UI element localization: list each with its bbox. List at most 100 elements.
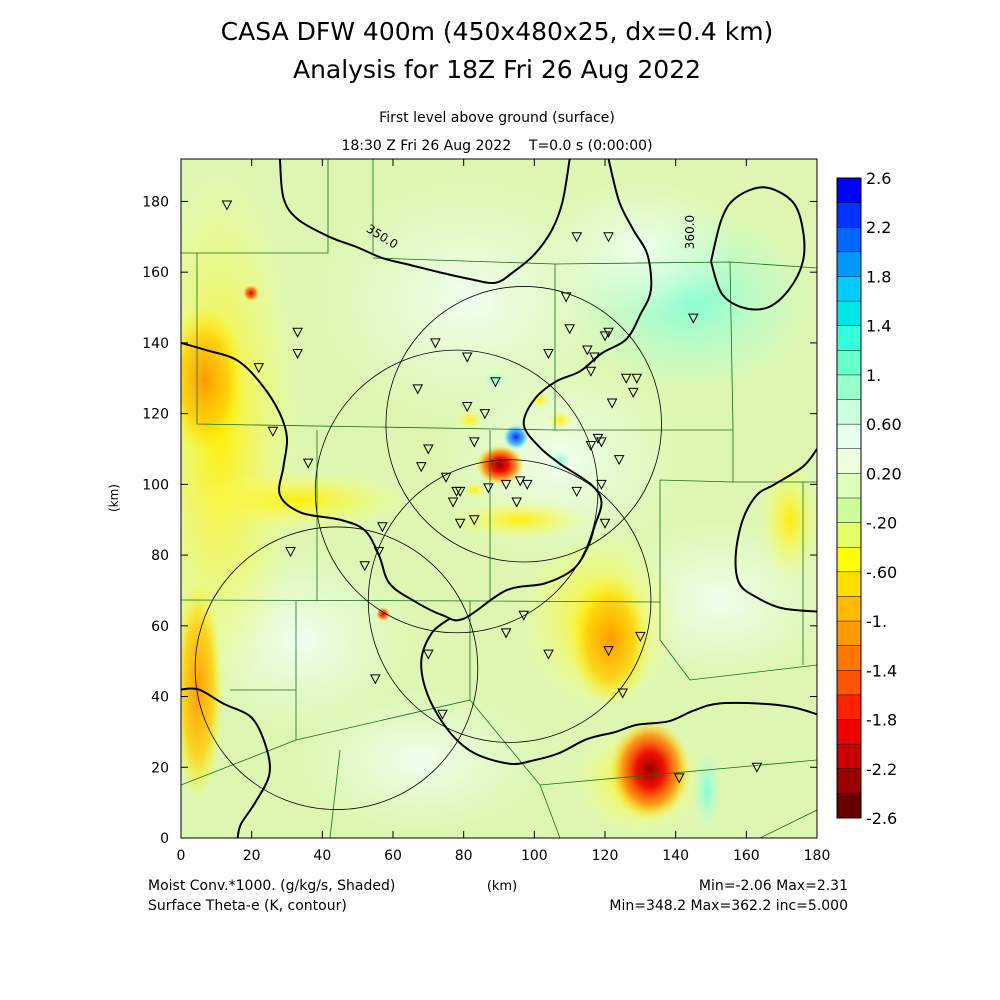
station-marker [596, 479, 607, 490]
colorbar-swatch [837, 744, 861, 770]
y-tick-label: 140 [142, 336, 169, 352]
x-axis-label: (km) [487, 879, 517, 894]
station-marker [500, 628, 512, 639]
station-marker [603, 327, 614, 338]
station-marker [688, 313, 699, 324]
colorbar-swatch [837, 276, 861, 302]
station-marker [423, 444, 434, 455]
station-marker [468, 515, 480, 526]
station-marker [468, 437, 480, 448]
theta-e-contour [734, 448, 817, 613]
station-marker [673, 773, 685, 784]
x-tick-label: 100 [521, 848, 548, 864]
station-marker [461, 352, 473, 363]
colorbar-label: -.20 [866, 514, 897, 533]
station-marker [620, 373, 632, 384]
colorbar-swatch [837, 424, 861, 450]
colorbar-swatch [837, 498, 861, 524]
station-marker [514, 476, 526, 487]
colorbar-swatch [837, 473, 861, 499]
station-marker [430, 338, 441, 349]
colorbar-label: 0.20 [866, 464, 902, 483]
plot-frame [180, 158, 818, 839]
colorbar-label: -2.6 [866, 809, 897, 828]
station-marker [571, 232, 583, 243]
x-tick-label: 0 [177, 848, 186, 864]
colorbar-label: -.60 [866, 563, 897, 582]
colorbar-label: 1.8 [866, 267, 891, 286]
title-line-1: CASA DFW 400m (450x480x25, dx=0.4 km) [221, 17, 774, 46]
station-marker [521, 479, 533, 490]
x-tick-label: 20 [243, 848, 261, 864]
station-marker [490, 377, 501, 388]
colorbar-swatch [837, 670, 861, 696]
station-markers [221, 200, 763, 784]
colorbar-swatch [837, 227, 861, 253]
footer-right-line-1: Min=-2.06 Max=2.31 [699, 878, 848, 894]
station-marker [359, 561, 371, 572]
station-marker [560, 292, 572, 303]
colorbar: 2.6 2.2 1.8 1.4 1. 0.60 0.20 -.20 -.60 -1. -1.4 -1.… [836, 169, 902, 828]
station-marker [292, 327, 303, 338]
plot-area: 350.0 360.0 [181, 159, 817, 838]
footer-right-line-2: Min=348.2 Max=362.2 inc=5.000 [609, 898, 848, 914]
station-marker [635, 631, 646, 642]
x-tick-label: 80 [455, 848, 473, 864]
station-marker [627, 387, 639, 398]
station-marker [447, 497, 459, 508]
station-marker [440, 472, 452, 483]
colorbar-swatch [837, 694, 861, 721]
county-boundaries [181, 159, 817, 838]
station-marker [377, 522, 388, 533]
station-marker [412, 384, 424, 395]
x-tick-label: 180 [804, 848, 831, 864]
y-tick-label: 80 [151, 548, 169, 564]
colorbar-swatch [837, 522, 861, 548]
colorbar-swatch [837, 178, 861, 204]
station-marker [267, 426, 279, 437]
x-tick-label: 120 [592, 848, 619, 864]
station-marker [617, 688, 628, 699]
station-marker [585, 366, 597, 377]
footer-left-line-2: Surface Theta-e (K, contour) [148, 898, 347, 914]
colorbar-label: 2.6 [866, 169, 891, 188]
y-tick-label: 160 [142, 265, 169, 281]
colorbar-swatch [837, 621, 861, 647]
station-marker [483, 483, 494, 494]
y-axis: 0 20 40 60 80 100 120 140 160 180 [142, 194, 817, 847]
theta-e-contour [710, 186, 806, 311]
station-marker [511, 497, 522, 508]
x-tick-label: 140 [662, 848, 689, 864]
station-marker [454, 486, 466, 497]
station-marker [302, 458, 314, 469]
station-marker [500, 479, 512, 490]
colorbar-label: -1.8 [866, 711, 897, 730]
station-marker [631, 373, 643, 384]
y-tick-label: 0 [160, 831, 169, 847]
colorbar-swatch [837, 596, 861, 622]
colorbar-label: -1.4 [866, 661, 897, 680]
colorbar-frame [836, 177, 862, 819]
station-marker [373, 547, 385, 558]
footer-left-line-1: Moist Conv.*1000. (g/kg/s, Shaded) [148, 878, 395, 894]
theta-e-contour [420, 617, 817, 765]
colorbar-swatch [837, 325, 861, 351]
colorbar-swatch [837, 374, 861, 401]
colorbar-label: 0.60 [866, 415, 902, 434]
radar-ring [194, 526, 479, 810]
station-marker [589, 352, 600, 363]
colorbar-swatch [837, 547, 861, 573]
theta-e-contours [181, 159, 817, 838]
station-marker [571, 486, 583, 497]
colorbar-swatch [837, 251, 861, 277]
colorbar-label: 1. [866, 366, 881, 385]
theta-e-contour [181, 687, 271, 838]
station-marker [613, 455, 625, 466]
colorbar-swatch [837, 719, 861, 745]
x-tick-label: 40 [313, 848, 331, 864]
station-marker [599, 518, 611, 529]
y-tick-label: 120 [142, 407, 169, 423]
station-marker [599, 331, 611, 342]
station-marker [221, 200, 233, 211]
